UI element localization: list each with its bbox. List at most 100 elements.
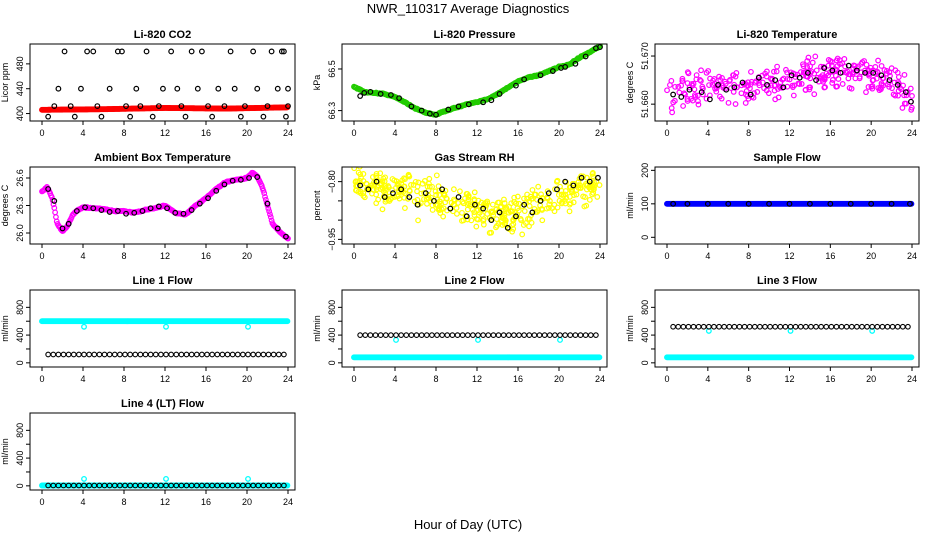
data-point <box>525 215 531 222</box>
y-tick-label: 440 <box>15 81 25 96</box>
x-tick-label: 8 <box>746 374 751 384</box>
data-point <box>801 70 808 77</box>
data-point <box>741 323 748 330</box>
data-point <box>457 188 463 195</box>
data-point <box>480 205 487 212</box>
data-point <box>875 57 881 64</box>
data-point <box>377 332 384 338</box>
data-point <box>744 82 751 89</box>
panel-3: Ambient Box Temperature degrees C 0 4 8 12 16 2… <box>0 152 296 261</box>
data-point <box>722 78 728 85</box>
data-point <box>535 183 542 190</box>
data-point <box>499 215 506 221</box>
data-point <box>813 77 819 83</box>
panel-7: Line 2 Flow ml/min 0 4 8 12 16 20 24 0 400 800 <box>312 275 608 384</box>
panel-title: Sample Flow <box>753 152 821 164</box>
data-point <box>231 85 238 92</box>
data-point <box>368 182 375 189</box>
data-point <box>833 323 840 330</box>
panel-frame <box>29 412 296 491</box>
data-point <box>899 105 906 111</box>
data-point <box>45 351 52 358</box>
x-tick-label: 20 <box>554 128 564 138</box>
data-point <box>373 170 380 177</box>
data-point <box>500 332 507 338</box>
data-point <box>459 198 466 205</box>
data-point <box>755 74 762 81</box>
data-point <box>539 217 546 224</box>
data-point <box>264 103 271 109</box>
data-point <box>426 183 433 190</box>
data-point <box>435 183 442 190</box>
panel-4: Gas Stream RH percent 0 4 8 12 16 20 24 −0.95 −0.8… <box>312 152 608 261</box>
data-point <box>886 77 893 83</box>
data-point <box>596 354 603 361</box>
data-point <box>854 64 860 71</box>
data-point <box>511 194 518 201</box>
figure-title: NWR_110317 Average Diagnostics <box>366 1 570 16</box>
data-point <box>707 75 713 82</box>
y-axis-label: ml/min <box>0 315 10 342</box>
data-point <box>888 200 895 207</box>
x-tick-label: 16 <box>513 251 523 261</box>
data-point <box>367 88 374 95</box>
data-point <box>513 82 519 89</box>
data-point <box>459 209 465 216</box>
data-point <box>856 75 863 82</box>
panel-title: Ambient Box Temperature <box>94 152 231 164</box>
data-point <box>582 53 589 60</box>
x-tick-label: 20 <box>866 251 876 261</box>
data-point <box>501 221 508 228</box>
data-point <box>55 351 62 358</box>
data-point <box>229 351 236 358</box>
panel-title: Li-820 Temperature <box>737 29 838 41</box>
data-point <box>577 184 583 191</box>
y-tick-label: 26.3 <box>15 197 25 215</box>
data-point <box>260 351 267 358</box>
data-point <box>834 83 841 90</box>
x-tick-label: 24 <box>283 128 293 138</box>
data-point <box>768 82 774 89</box>
data-point <box>82 204 88 211</box>
data-point <box>721 323 728 330</box>
panel-title: Gas Stream RH <box>434 152 514 164</box>
data-point <box>436 192 443 198</box>
panel-frame <box>654 166 920 245</box>
data-point <box>555 191 562 198</box>
y-tick-label: 800 <box>327 300 337 315</box>
data-point <box>168 48 175 55</box>
data-point <box>123 103 129 109</box>
data-point <box>137 103 144 109</box>
data-point <box>464 216 471 223</box>
y-tick-label: 0 <box>640 235 650 240</box>
data-point <box>562 63 569 70</box>
data-point <box>782 323 789 330</box>
data-point <box>521 76 528 83</box>
data-point <box>591 182 597 189</box>
data-point <box>356 167 363 170</box>
data-point <box>357 171 364 178</box>
data-point <box>821 65 828 71</box>
data-point <box>790 92 797 99</box>
data-point <box>543 205 550 212</box>
data-point <box>193 351 200 358</box>
data-point <box>807 84 814 91</box>
data-point <box>750 94 757 101</box>
panel-1: Li-820 Pressure kPa 0 4 8 12 16 20 24 66.3 66.5 <box>312 29 608 138</box>
data-point <box>264 200 271 207</box>
data-point <box>766 200 772 207</box>
data-point <box>147 351 154 358</box>
data-point <box>260 187 267 194</box>
data-point <box>262 193 268 200</box>
y-axis-label: ml/min <box>0 438 10 465</box>
data-point <box>472 201 478 208</box>
data-point <box>695 323 702 330</box>
data-point <box>558 191 565 198</box>
y-tick-label: 26.6 <box>15 169 25 187</box>
y-tick-label: 800 <box>640 300 650 315</box>
data-point <box>581 203 588 210</box>
data-point <box>45 186 52 192</box>
data-point <box>521 332 528 338</box>
data-point <box>163 475 169 482</box>
data-point <box>114 208 121 214</box>
